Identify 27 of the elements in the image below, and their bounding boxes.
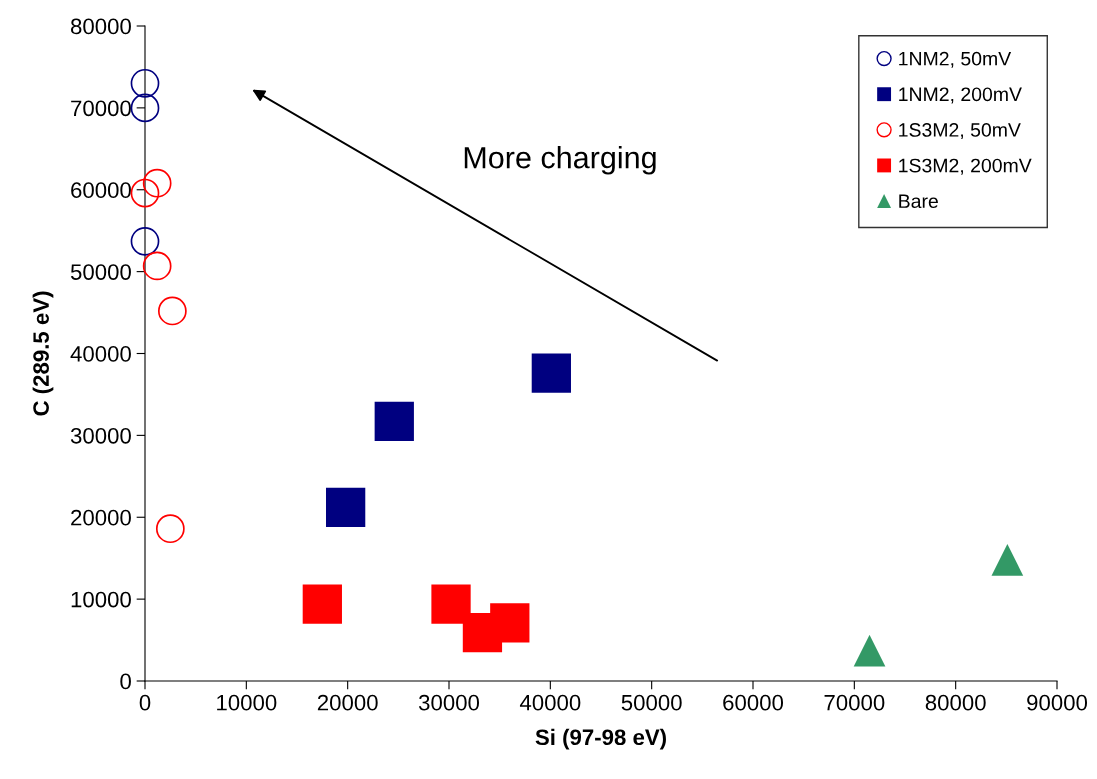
x-tick-label: 60000 <box>723 694 784 711</box>
y-tick-label: 30000 <box>70 427 131 444</box>
y-axis-title: C (289.5 eV) <box>32 291 54 416</box>
y-tick-label: 80000 <box>70 18 131 35</box>
y-tick-label: 40000 <box>70 346 131 362</box>
x-tick-label: 50000 <box>621 694 682 711</box>
legend-label: 1NM2, 200mV <box>899 87 1022 104</box>
y-tick-label: 20000 <box>71 509 131 526</box>
legend-label: Bare <box>899 194 938 209</box>
x-tick-label: 30000 <box>418 694 480 711</box>
y-tick-label: 10000 <box>71 591 131 608</box>
x-tick-label: 40000 <box>519 694 581 711</box>
legend-label: 1S3M2, 200mV <box>899 158 1032 175</box>
x-tick-label: 90000 <box>1027 694 1088 711</box>
y-tick-label: 50000 <box>70 264 131 280</box>
x-tick-label: 80000 <box>925 694 986 711</box>
y-tick-label: 60000 <box>71 182 131 199</box>
y-tick-label: 0 <box>120 673 131 690</box>
x-tick-label: 10000 <box>217 694 277 711</box>
x-tick-label: 20000 <box>317 694 378 711</box>
x-axis-title: Si (97-98 eV) <box>535 728 666 750</box>
legend-label: 1S3M2, 50mV <box>899 123 1021 140</box>
annotation: More charging <box>464 146 656 175</box>
x-tick-label: 0 <box>139 694 151 711</box>
x-tick-label: 70000 <box>824 694 885 711</box>
y-tick-label: 70000 <box>71 100 131 117</box>
legend-label: 1NM2, 50mV <box>899 51 1012 68</box>
